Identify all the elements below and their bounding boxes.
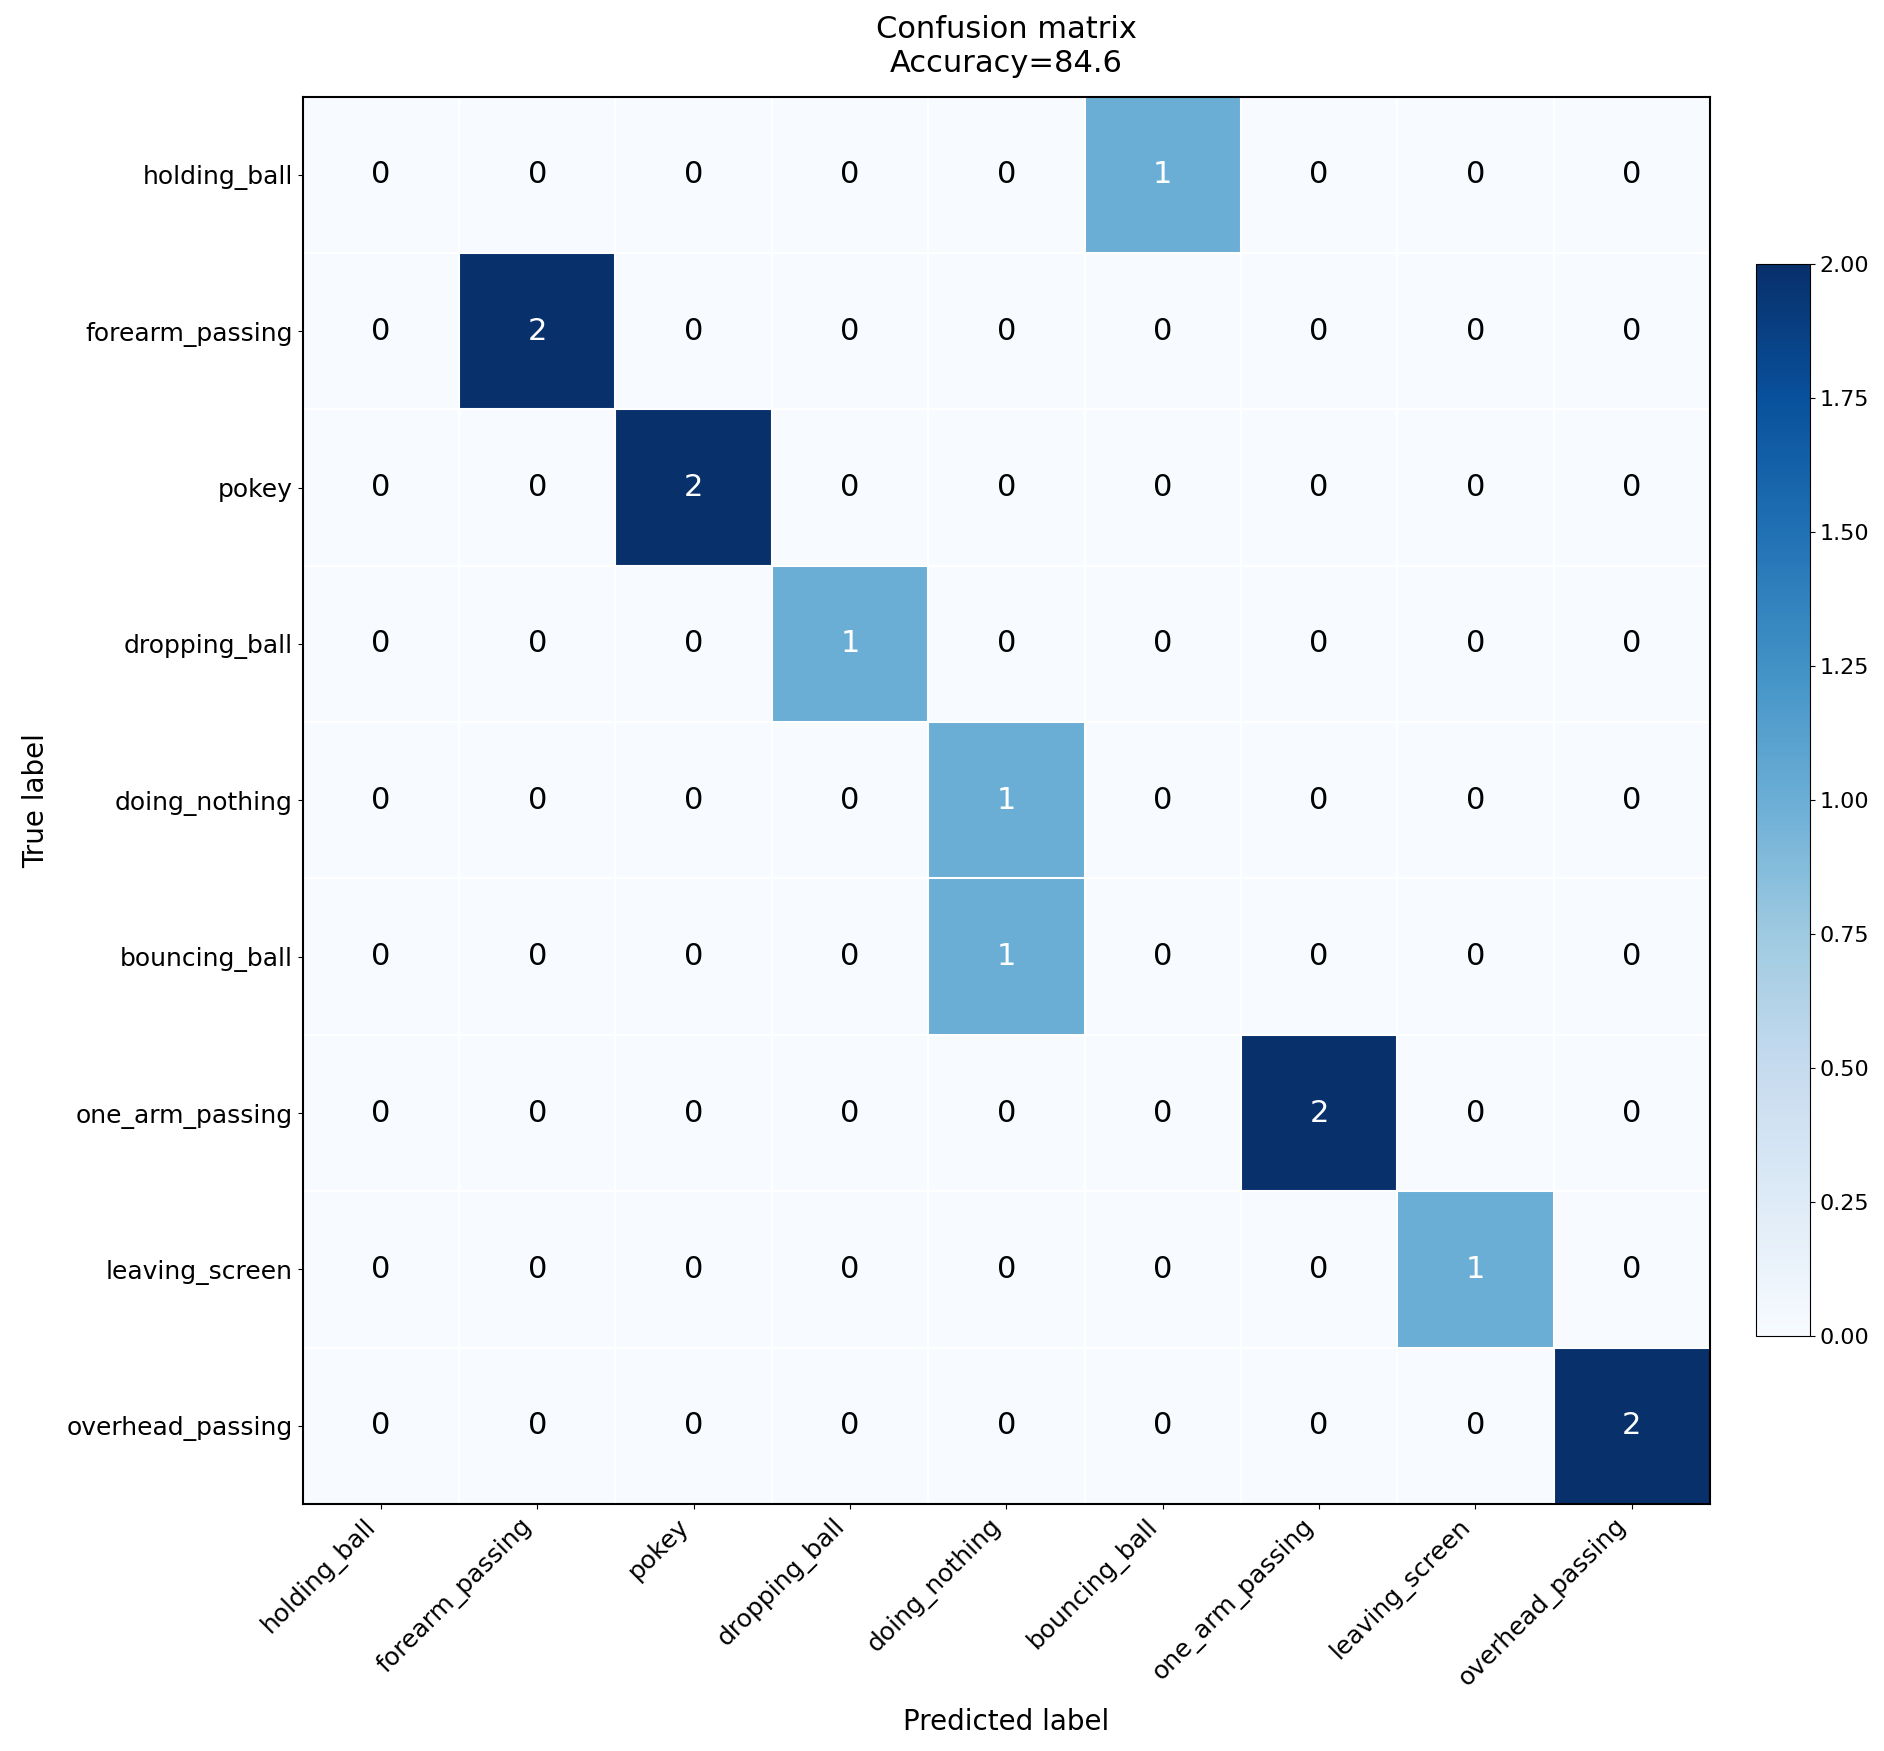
Text: 0: 0 bbox=[528, 473, 546, 503]
Text: 0: 0 bbox=[371, 786, 390, 814]
Text: 0: 0 bbox=[1309, 786, 1328, 814]
Y-axis label: True label: True label bbox=[23, 734, 51, 868]
Text: 0: 0 bbox=[1309, 1411, 1328, 1441]
Text: 0: 0 bbox=[997, 1411, 1015, 1441]
Text: 0: 0 bbox=[371, 629, 390, 658]
Text: 0: 0 bbox=[1466, 629, 1485, 658]
Text: 0: 0 bbox=[1153, 629, 1172, 658]
Text: 0: 0 bbox=[1622, 1255, 1641, 1283]
Text: 0: 0 bbox=[1309, 942, 1328, 972]
Text: 0: 0 bbox=[840, 1098, 859, 1128]
Text: 0: 0 bbox=[684, 1411, 703, 1441]
Text: 2: 2 bbox=[528, 317, 546, 345]
Text: 0: 0 bbox=[1153, 317, 1172, 345]
Text: 0: 0 bbox=[840, 161, 859, 189]
Text: 0: 0 bbox=[371, 473, 390, 503]
Text: 0: 0 bbox=[1622, 786, 1641, 814]
Text: 0: 0 bbox=[997, 317, 1015, 345]
Text: 1: 1 bbox=[997, 786, 1015, 814]
Text: 0: 0 bbox=[1466, 786, 1485, 814]
Text: 2: 2 bbox=[1622, 1411, 1641, 1441]
Text: 2: 2 bbox=[684, 473, 703, 503]
Text: 0: 0 bbox=[997, 161, 1015, 189]
Text: 0: 0 bbox=[528, 1411, 546, 1441]
Text: 0: 0 bbox=[528, 942, 546, 972]
Text: 0: 0 bbox=[1466, 1098, 1485, 1128]
Text: 0: 0 bbox=[840, 317, 859, 345]
Text: 1: 1 bbox=[1153, 161, 1172, 189]
Text: 0: 0 bbox=[1622, 161, 1641, 189]
Text: 0: 0 bbox=[371, 1098, 390, 1128]
Text: 1: 1 bbox=[997, 942, 1015, 972]
Text: 0: 0 bbox=[684, 942, 703, 972]
Text: 1: 1 bbox=[840, 629, 859, 658]
Text: 0: 0 bbox=[371, 317, 390, 345]
Text: 0: 0 bbox=[1153, 786, 1172, 814]
Text: 0: 0 bbox=[684, 1255, 703, 1283]
Text: 0: 0 bbox=[1309, 161, 1328, 189]
Text: 0: 0 bbox=[371, 161, 390, 189]
Text: 0: 0 bbox=[1309, 317, 1328, 345]
Text: 0: 0 bbox=[997, 1098, 1015, 1128]
Text: 0: 0 bbox=[684, 161, 703, 189]
Text: 0: 0 bbox=[371, 942, 390, 972]
Text: 0: 0 bbox=[1153, 1411, 1172, 1441]
Text: 0: 0 bbox=[1466, 1411, 1485, 1441]
Text: 0: 0 bbox=[1153, 1098, 1172, 1128]
Text: 2: 2 bbox=[1309, 1098, 1328, 1128]
Text: 0: 0 bbox=[840, 1411, 859, 1441]
Text: 0: 0 bbox=[1622, 473, 1641, 503]
Text: 0: 0 bbox=[1309, 1255, 1328, 1283]
Text: 0: 0 bbox=[528, 1255, 546, 1283]
Text: 0: 0 bbox=[840, 1255, 859, 1283]
Text: 0: 0 bbox=[1466, 317, 1485, 345]
Text: 0: 0 bbox=[528, 629, 546, 658]
Text: 0: 0 bbox=[1153, 473, 1172, 503]
Text: 0: 0 bbox=[840, 786, 859, 814]
Text: 0: 0 bbox=[1466, 161, 1485, 189]
Text: 0: 0 bbox=[840, 942, 859, 972]
Text: 0: 0 bbox=[1309, 473, 1328, 503]
Text: 0: 0 bbox=[997, 629, 1015, 658]
Text: 0: 0 bbox=[1466, 473, 1485, 503]
Text: 0: 0 bbox=[1622, 317, 1641, 345]
Text: 0: 0 bbox=[684, 629, 703, 658]
Text: 0: 0 bbox=[1309, 629, 1328, 658]
Text: 0: 0 bbox=[997, 473, 1015, 503]
Text: 0: 0 bbox=[1622, 942, 1641, 972]
Title: Confusion matrix
Accuracy=84.6: Confusion matrix Accuracy=84.6 bbox=[876, 16, 1136, 77]
Text: 0: 0 bbox=[1153, 1255, 1172, 1283]
Text: 0: 0 bbox=[997, 1255, 1015, 1283]
Text: 0: 0 bbox=[371, 1411, 390, 1441]
Text: 0: 0 bbox=[1622, 629, 1641, 658]
Text: 0: 0 bbox=[528, 1098, 546, 1128]
Text: 0: 0 bbox=[684, 1098, 703, 1128]
Text: 0: 0 bbox=[528, 786, 546, 814]
Text: 0: 0 bbox=[1153, 942, 1172, 972]
Text: 1: 1 bbox=[1466, 1255, 1485, 1283]
Text: 0: 0 bbox=[684, 317, 703, 345]
Text: 0: 0 bbox=[684, 786, 703, 814]
Text: 0: 0 bbox=[371, 1255, 390, 1283]
Text: 0: 0 bbox=[840, 473, 859, 503]
Text: 0: 0 bbox=[1622, 1098, 1641, 1128]
Text: 0: 0 bbox=[528, 161, 546, 189]
Text: 0: 0 bbox=[1466, 942, 1485, 972]
X-axis label: Predicted label: Predicted label bbox=[902, 1707, 1110, 1735]
